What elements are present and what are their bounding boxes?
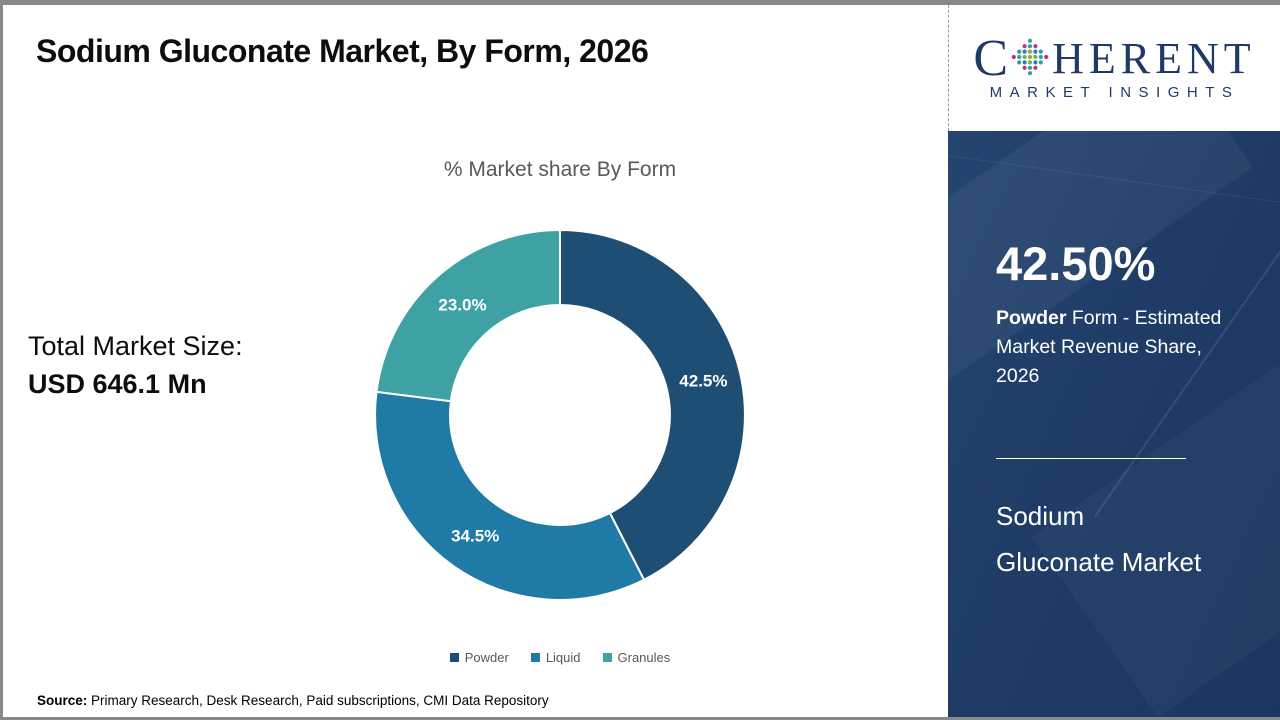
- legend-swatch-liquid: [530, 653, 540, 662]
- logo-tagline: MARKET INSIGHTS: [989, 84, 1240, 101]
- legend-label-powder: Powder: [464, 650, 509, 665]
- legend-item-liquid: Liquid: [530, 650, 581, 665]
- source-text: Primary Research, Desk Research, Paid su…: [87, 693, 549, 708]
- legend-item-granules: Granules: [602, 650, 671, 665]
- highlight-stat-description: Powder Form - Estimated Market Revenue S…: [996, 304, 1244, 391]
- sidebar-highlight-panel: 42.50% Powder Form - Estimated Market Re…: [948, 131, 1280, 717]
- donut-slice-granules: [375, 228, 561, 403]
- total-market-size-block: Total Market Size: USD 646.1 Mn: [28, 327, 243, 403]
- donut-slice-powder: [559, 228, 746, 582]
- chart-legend: Powder Liquid Granules: [350, 650, 770, 665]
- brand-logo: C HERENT: [973, 30, 1256, 87]
- legend-label-granules: Granules: [617, 650, 671, 665]
- legend-label-liquid: Liquid: [545, 650, 581, 665]
- logo-letter-c: C: [973, 30, 1009, 87]
- chart-title: % Market share By Form: [443, 158, 677, 181]
- highlight-stat-value: 42.50%: [996, 237, 1156, 290]
- donut-chart: 42.5% 34.5% 23.0%: [350, 205, 770, 625]
- source-line: Source: Primary Research, Desk Research,…: [37, 693, 549, 708]
- sidebar-divider: [996, 458, 1186, 459]
- report-name: Sodium Gluconate Market: [996, 493, 1201, 585]
- source-label: Source:: [37, 693, 88, 708]
- slice-label-powder: 42.5%: [679, 372, 727, 391]
- logo-globe-icon: [1011, 38, 1049, 76]
- donut-chart-svg: 42.5% 34.5% 23.0%: [374, 228, 746, 601]
- slice-label-granules: 23.0%: [438, 295, 486, 314]
- brand-logo-panel: C HERENT MARKET INSIGHTS: [948, 5, 1280, 131]
- legend-swatch-granules: [602, 653, 612, 662]
- highlight-stat-rest: Form - Estimated Market Revenue Share, 2…: [996, 307, 1222, 387]
- total-market-size-label: Total Market Size:: [28, 331, 243, 361]
- page-title: Sodium Gluconate Market, By Form, 2026: [36, 33, 649, 69]
- logo-word-rest: HERENT: [1052, 34, 1256, 83]
- sidebar: C HERENT MARKET INSIGHTS 42.50% Powder F…: [948, 5, 1280, 717]
- legend-swatch-powder: [449, 653, 459, 662]
- report-name-line2: Gluconate Market: [996, 547, 1202, 577]
- report-name-line1: Sodium: [996, 501, 1085, 531]
- slice-label-liquid: 34.5%: [451, 527, 499, 546]
- donut-slice-liquid: [374, 390, 646, 601]
- main-content: Sodium Gluconate Market, By Form, 2026 %…: [3, 5, 948, 717]
- highlight-stat-segment: Powder: [996, 307, 1067, 329]
- background-texture: [948, 151, 1280, 222]
- total-market-size-value: USD 646.1 Mn: [28, 369, 207, 399]
- legend-item-powder: Powder: [449, 650, 509, 665]
